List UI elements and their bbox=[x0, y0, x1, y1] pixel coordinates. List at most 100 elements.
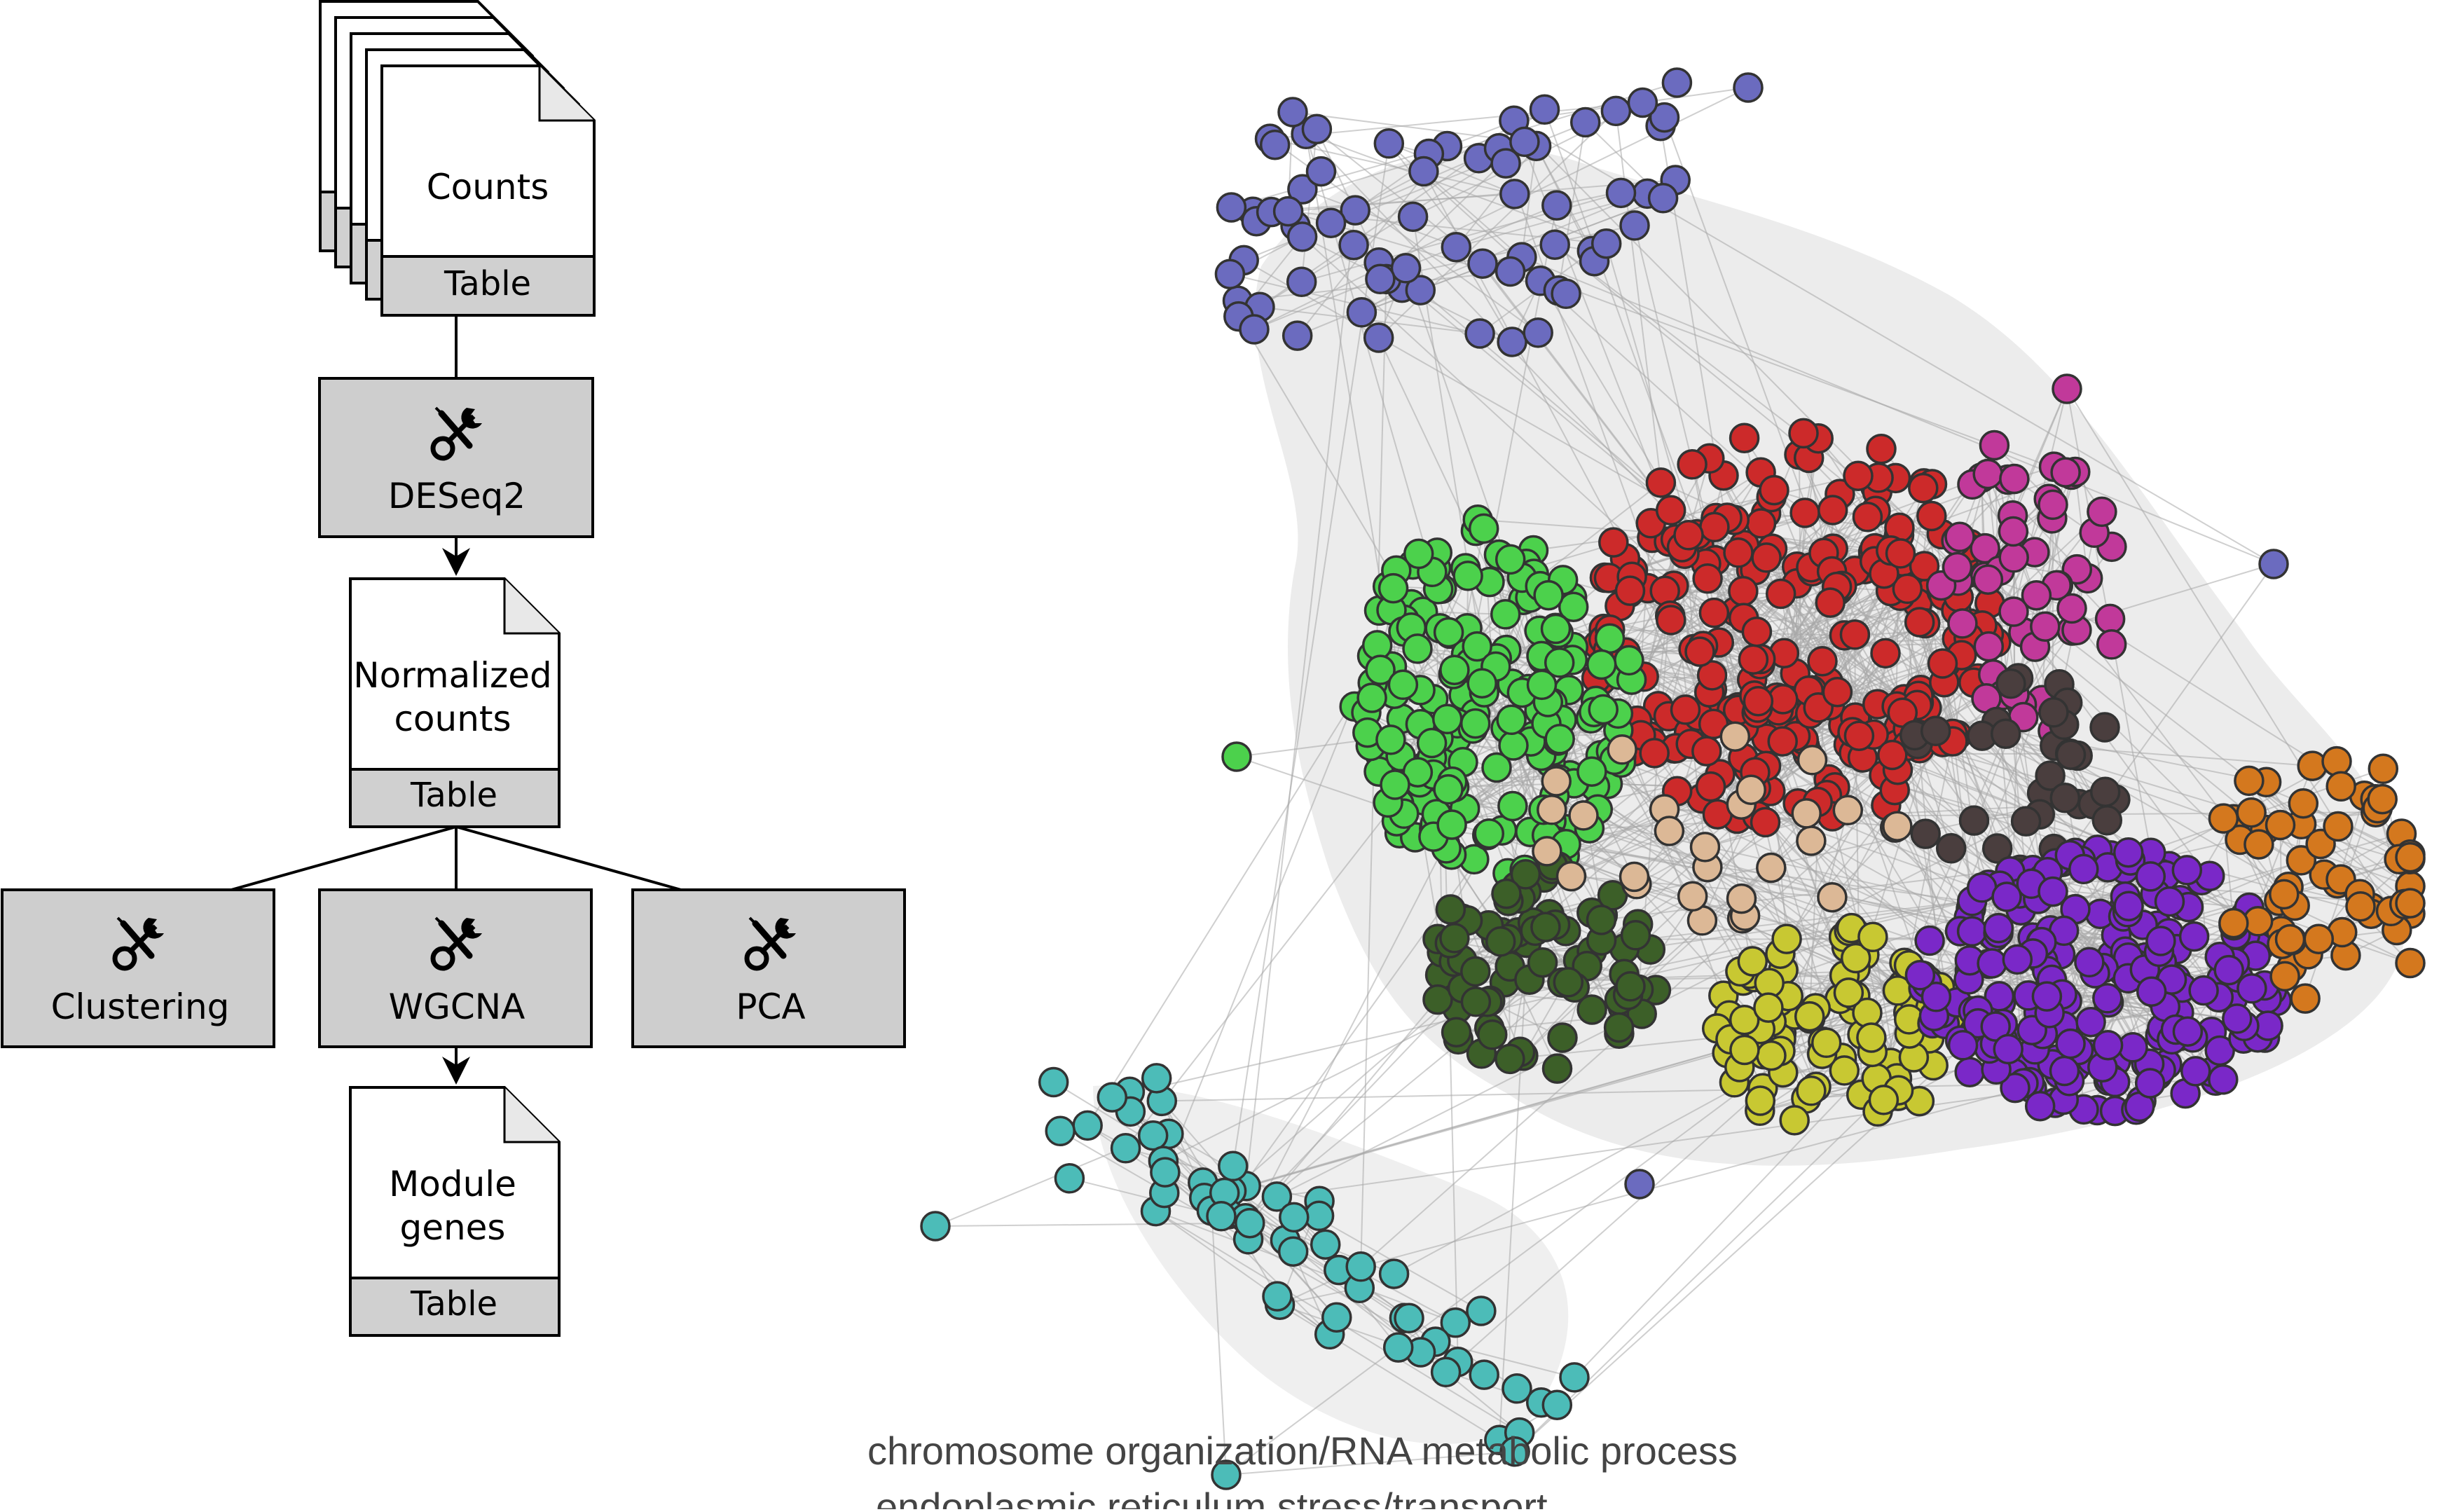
network-node-tan bbox=[1542, 767, 1570, 795]
network-node-purple bbox=[1978, 949, 2006, 977]
network-node-blue bbox=[1399, 202, 1427, 231]
network-node-turquoise bbox=[1143, 1064, 1171, 1092]
network-node-darkgreen bbox=[1487, 928, 1515, 956]
network-node-turquoise bbox=[1112, 1134, 1140, 1162]
network-node-orange bbox=[2271, 962, 2299, 990]
network-node-darkgray bbox=[2051, 784, 2079, 812]
network-node-orange bbox=[2304, 925, 2332, 953]
network-node-magenta bbox=[2000, 598, 2028, 626]
network-node-red bbox=[1700, 513, 1729, 541]
network-node-tan bbox=[1558, 862, 1586, 891]
network-node-darkgray bbox=[2091, 713, 2119, 741]
network-node-blue bbox=[1628, 89, 1656, 117]
network-node-red bbox=[1768, 727, 1796, 755]
network-node-green bbox=[1441, 656, 1469, 684]
normalized-counts-document: Normalized counts Table bbox=[350, 579, 559, 827]
pca-label: PCA bbox=[736, 987, 805, 1027]
network-node-red bbox=[1657, 606, 1685, 634]
network-node-green bbox=[1403, 635, 1431, 663]
network-node-magenta bbox=[1974, 460, 2002, 488]
network-node-green bbox=[1470, 514, 1498, 542]
network-node-blue bbox=[2260, 550, 2288, 578]
network-node-blue bbox=[1511, 128, 1539, 156]
network-node-blue bbox=[1216, 260, 1244, 288]
network-node-green bbox=[1377, 726, 1405, 754]
network-node-darkgreen bbox=[1548, 1024, 1576, 1052]
network-node-darkgreen bbox=[1492, 880, 1520, 908]
network-node-darkgreen bbox=[1436, 895, 1464, 923]
network-node-tan bbox=[1538, 796, 1566, 824]
network-node-green bbox=[1499, 792, 1527, 820]
network-node-green bbox=[1589, 696, 1617, 724]
network-node-purple bbox=[2147, 927, 2175, 955]
network-node-turquoise bbox=[1139, 1122, 1167, 1150]
network-node-turquoise bbox=[1380, 1260, 1408, 1288]
network-node-yellow bbox=[1869, 1086, 1897, 1114]
network-node-blue bbox=[1621, 212, 1649, 240]
network-node-green bbox=[1468, 669, 1496, 697]
network-node-darkgray bbox=[2057, 741, 2085, 769]
network-node-yellow bbox=[1797, 1077, 1825, 1105]
network-node-blue bbox=[1317, 209, 1345, 237]
network-node-turquoise bbox=[921, 1212, 949, 1240]
network-node-darkgray bbox=[2012, 807, 2040, 835]
connector-to-clustering bbox=[231, 827, 456, 890]
network-node-turquoise bbox=[1560, 1363, 1588, 1391]
network-node-green bbox=[1434, 705, 1462, 733]
network-node-red bbox=[1789, 419, 1818, 447]
network-node-orange bbox=[2327, 772, 2355, 800]
network-node-darkgray bbox=[2091, 778, 2119, 806]
network-node-red bbox=[1909, 474, 1937, 502]
network-node-magenta bbox=[2098, 631, 2126, 659]
network-node-purple bbox=[2156, 888, 2184, 916]
network-node-blue bbox=[1375, 130, 1403, 158]
network-node-red bbox=[1743, 618, 1771, 646]
network-node-purple bbox=[2182, 1057, 2210, 1085]
network-node-orange bbox=[2368, 785, 2396, 813]
network-node-red bbox=[1853, 503, 1881, 531]
network-node-purple bbox=[2173, 856, 2201, 884]
network-node-purple bbox=[2077, 1008, 2105, 1036]
network-node-blue bbox=[1552, 280, 1580, 308]
network-node-red bbox=[1760, 476, 1788, 504]
network-node-blue bbox=[1501, 180, 1529, 208]
network-node-red bbox=[1700, 599, 1728, 627]
network-node-purple bbox=[1994, 1035, 2022, 1063]
network-node-blue bbox=[1279, 98, 1307, 126]
network-node-green bbox=[1546, 725, 1574, 753]
network-node-red bbox=[1767, 580, 1795, 608]
network-node-tan bbox=[1691, 833, 1719, 861]
network-node-red bbox=[1686, 638, 1714, 666]
deseq2-tool-node: DESeq2 bbox=[319, 378, 593, 537]
network-node-yellow bbox=[1859, 923, 1887, 951]
network-node-green bbox=[1380, 575, 1408, 603]
network-node-blue bbox=[1572, 109, 1600, 137]
network-node-red bbox=[1693, 737, 1721, 765]
network-node-turquoise bbox=[1543, 1391, 1571, 1419]
network-node-red bbox=[1600, 528, 1628, 556]
network-node-magenta bbox=[2000, 544, 2028, 572]
network-node-green bbox=[1434, 776, 1462, 804]
network-node-turquoise bbox=[1263, 1282, 1291, 1310]
clustering-tool-node: Clustering bbox=[2, 890, 274, 1047]
network-node-blue bbox=[1649, 184, 1677, 212]
network-node-red bbox=[1616, 577, 1644, 605]
workflow-diagram: Counts Table DESeq2 Normalized counts Ta… bbox=[2, 1, 905, 1335]
network-node-orange bbox=[2396, 949, 2424, 977]
network-node-turquoise bbox=[1467, 1297, 1495, 1325]
network-node-purple bbox=[2136, 1069, 2164, 1097]
network-node-tan bbox=[1679, 882, 1707, 910]
network-node-green bbox=[1454, 562, 1482, 590]
network-node-turquoise bbox=[1395, 1304, 1423, 1332]
network-node-blue bbox=[1593, 230, 1621, 258]
network-node-turquoise bbox=[1046, 1117, 1074, 1145]
network-node-purple bbox=[1993, 883, 2021, 911]
network-node-blue bbox=[1284, 322, 1312, 350]
network-node-red bbox=[1808, 647, 1836, 675]
network-node-turquoise bbox=[1236, 1209, 1264, 1237]
network-node-green bbox=[1578, 757, 1606, 785]
network-node-green bbox=[1497, 545, 1525, 573]
network-node-magenta bbox=[1974, 565, 2002, 593]
network-node-darkgreen bbox=[1496, 1045, 1524, 1073]
